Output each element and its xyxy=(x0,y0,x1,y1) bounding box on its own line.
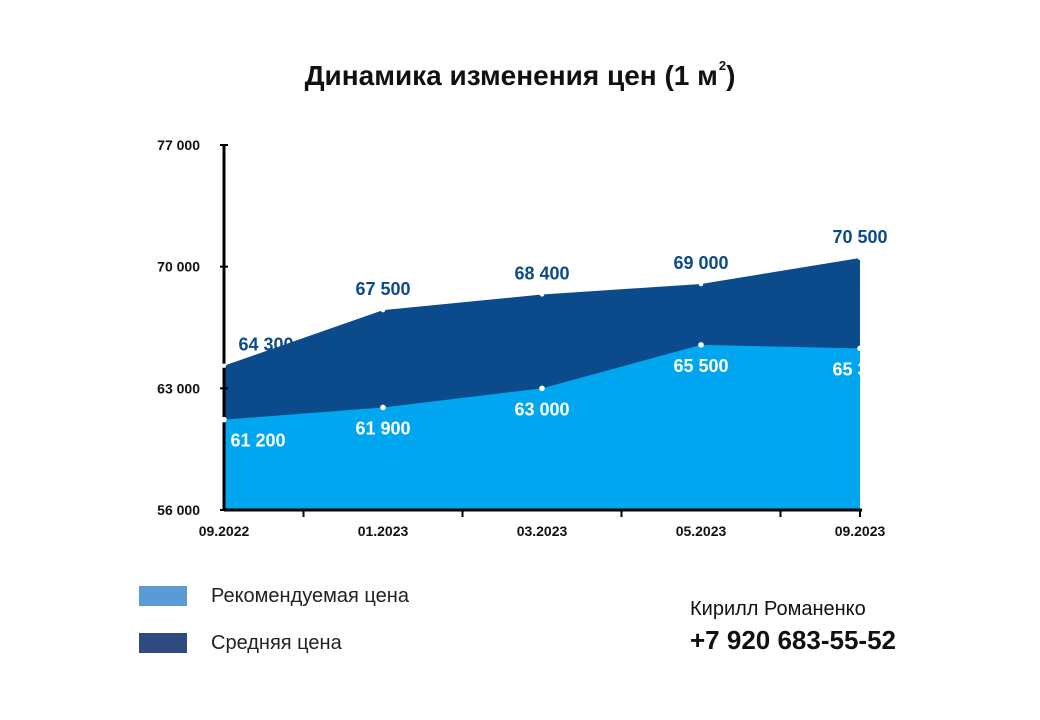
legend-label-average: Средняя цена xyxy=(211,631,342,654)
data-label-recommended: 61 200 xyxy=(230,431,285,451)
chart-title-text: Динамика изменения цен (1 м xyxy=(304,60,718,91)
point-recommended xyxy=(221,416,227,423)
contact-name: Кирилл Романенко xyxy=(690,598,866,620)
y-tick-label: 77 000 xyxy=(157,137,200,153)
point-average xyxy=(539,292,545,297)
data-label-recommended: 65 500 xyxy=(673,356,728,376)
y-tick-label: 56 000 xyxy=(157,502,200,518)
x-tick-label: 03.2023 xyxy=(517,523,568,539)
legend-label-recommended: Рекомендуемая цена xyxy=(211,584,409,607)
area-recommended-price xyxy=(224,344,860,510)
x-tick-label: 09.2022 xyxy=(199,523,250,539)
y-tick-label: 63 000 xyxy=(157,380,200,396)
data-label-average: 69 000 xyxy=(673,253,728,273)
y-tick-label: 70 000 xyxy=(157,259,200,275)
contact-phone: +7 920 683-55-52 xyxy=(690,625,897,655)
chart-title: Динамика изменения цен (1 м2) xyxy=(0,58,1040,92)
point-recommended xyxy=(857,345,863,352)
x-tick-label: 09.2023 xyxy=(835,523,886,539)
point-average xyxy=(698,281,704,287)
legend-item-recommended: Рекомендуемая цена xyxy=(139,584,409,608)
contact-block: Кирилл Романенко +7 920 683-55-52 xyxy=(690,598,896,656)
chart-title-close: ) xyxy=(726,60,736,91)
chart-title-superscript: 2 xyxy=(718,58,727,73)
legend-item-average: Средняя цена xyxy=(139,631,342,655)
x-tick-label: 05.2023 xyxy=(676,523,727,539)
data-label-average: 67 500 xyxy=(355,279,410,299)
point-average xyxy=(857,255,863,261)
legend-swatch-average xyxy=(139,633,187,653)
data-label-recommended: 65 300 xyxy=(832,359,887,379)
x-tick-label: 01.2023 xyxy=(358,523,409,539)
point-recommended xyxy=(380,404,386,411)
data-label-average: 68 400 xyxy=(514,263,569,283)
point-recommended xyxy=(539,385,545,392)
legend-swatch-recommended xyxy=(139,586,187,606)
point-recommended xyxy=(698,342,704,348)
point-average xyxy=(380,307,386,313)
point-average xyxy=(221,363,227,368)
data-label-recommended: 61 900 xyxy=(355,418,410,438)
data-label-recommended: 63 000 xyxy=(514,399,569,419)
data-label-average: 64 300 xyxy=(238,335,293,355)
data-label-average: 70 500 xyxy=(832,227,887,247)
